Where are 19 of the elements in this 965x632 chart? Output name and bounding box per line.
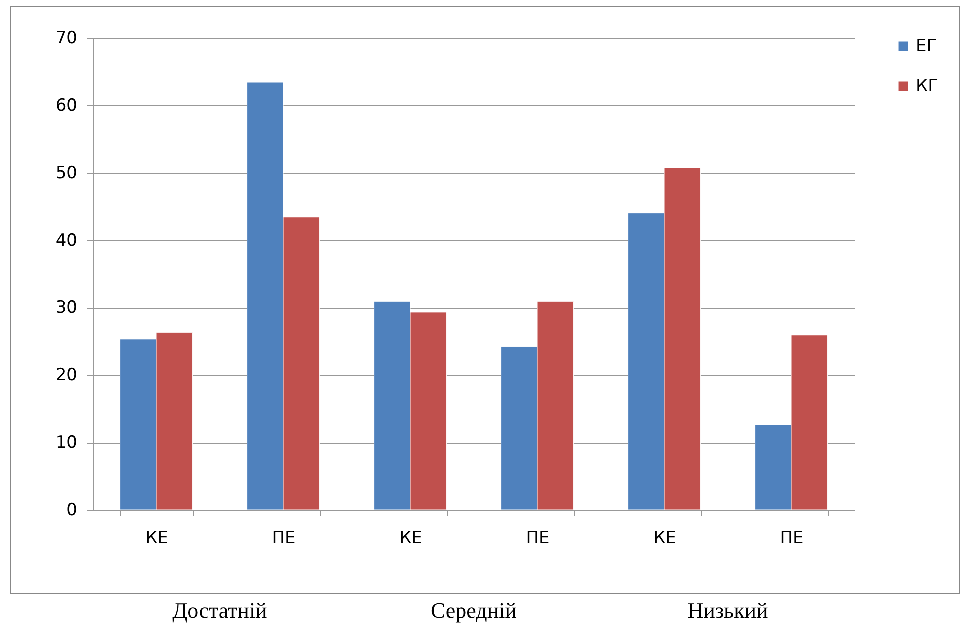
legend-label: КГ	[916, 76, 938, 96]
y-tick-label: 60	[56, 96, 78, 116]
y-tick-label: 50	[56, 163, 78, 184]
x-tick-label: ПЕ	[780, 528, 804, 548]
legend-label: ЕГ	[916, 36, 938, 56]
x-tick-label: ПЕ	[526, 528, 550, 548]
y-tick-label: 10	[56, 433, 78, 454]
x-tick-label: КЕ	[400, 528, 422, 548]
y-tick-label: 20	[56, 366, 78, 386]
x-tick-label: ПЕ	[272, 528, 296, 548]
y-tick-label: 40	[56, 230, 78, 251]
y-tick-label: 30	[56, 298, 78, 318]
x-tick-label: КЕ	[654, 528, 676, 548]
x-tick-label: КЕ	[146, 528, 168, 548]
y-tick-label: 70	[56, 28, 78, 48]
text: Достатній	[172, 598, 268, 624]
text: Середній	[430, 598, 518, 624]
y-tick-label: 0	[66, 500, 78, 520]
text: Низький	[686, 598, 770, 624]
